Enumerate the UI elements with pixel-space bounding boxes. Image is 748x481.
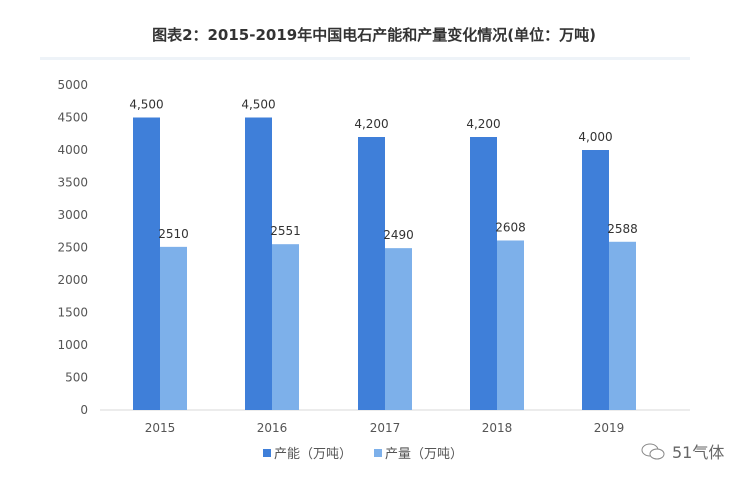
y-tick-label: 1500 <box>57 306 88 320</box>
x-tick-label: 2018 <box>482 421 513 435</box>
bar-output <box>160 246 187 410</box>
y-tick-label: 1000 <box>57 338 88 352</box>
y-tick-label: 4000 <box>57 143 88 157</box>
legend-swatch <box>263 448 271 457</box>
y-tick-label: 500 <box>65 371 88 385</box>
legend: 产能（万吨） 产量（万吨） <box>263 443 463 462</box>
legend-item-output: 产量（万吨） <box>374 443 463 462</box>
title-divider <box>40 57 690 60</box>
data-label: 2551 <box>270 224 301 238</box>
data-label: 4,200 <box>354 117 388 131</box>
data-label: 4,000 <box>578 130 612 144</box>
bar-capacity <box>245 117 272 410</box>
bar-output <box>497 240 524 410</box>
data-label: 4,500 <box>129 98 163 112</box>
y-tick-label: 0 <box>80 403 88 417</box>
data-label: 4,500 <box>241 98 275 112</box>
bar-capacity <box>133 117 160 410</box>
wechat-watermark: 51气体 <box>640 439 724 463</box>
y-tick-label: 4500 <box>57 111 88 125</box>
legend-swatch <box>374 448 383 457</box>
legend-item-capacity: 产能（万吨） <box>263 443 352 462</box>
legend-label: 产量（万吨） <box>385 447 464 462</box>
y-tick-label: 3000 <box>57 208 88 222</box>
data-label: 4,200 <box>466 117 500 131</box>
bar-output <box>609 241 636 410</box>
bar-capacity <box>582 150 609 410</box>
y-tick-label: 2000 <box>57 273 88 287</box>
x-tick-label: 2016 <box>257 421 288 435</box>
data-label: 2588 <box>607 222 638 236</box>
bar-capacity <box>470 137 497 410</box>
wechat-icon <box>641 443 665 460</box>
x-tick-label: 2017 <box>370 421 401 435</box>
bar-chart: 0 500 1000 1500 2000 2500 3000 3500 4000 4500 5000… <box>57 78 690 435</box>
y-tick-label: 3500 <box>57 176 88 190</box>
bar-output <box>385 248 412 410</box>
legend-label: 产能（万吨） <box>274 447 353 462</box>
bar-output <box>272 244 299 410</box>
x-tick-label: 2019 <box>594 421 625 435</box>
data-label: 2608 <box>495 220 526 234</box>
y-tick-label: 2500 <box>57 241 88 255</box>
chart-title: 图表2：2015-2019年中国电石产能和产量变化情况(单位：万吨) <box>152 26 596 44</box>
x-tick-label: 2015 <box>145 421 176 435</box>
bar-capacity <box>358 137 385 410</box>
data-label: 2510 <box>158 227 189 241</box>
y-tick-label: 5000 <box>57 78 88 92</box>
watermark-text: 51气体 <box>672 443 725 462</box>
data-label: 2490 <box>383 228 414 242</box>
